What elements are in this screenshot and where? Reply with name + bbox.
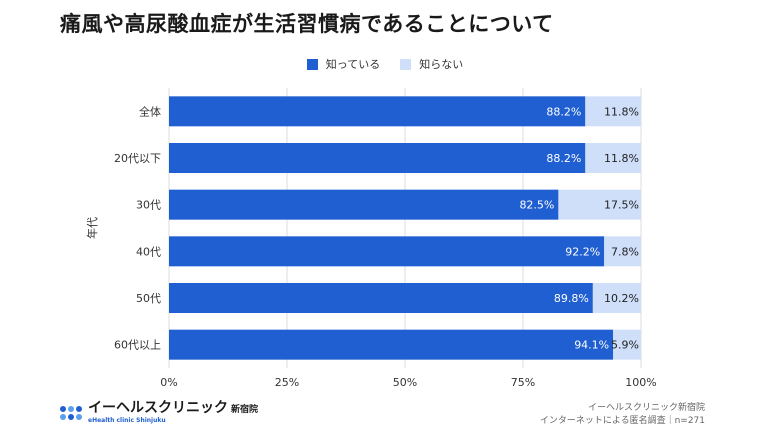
data-label-known: 89.8% [554,292,589,305]
y-tick-label: 50代 [136,292,161,305]
data-label-unknown: 7.8% [611,245,639,258]
legend-swatch-unknown [400,58,412,70]
y-tick-label: 20代以下 [114,152,161,165]
data-label-unknown: 17.5% [604,199,639,212]
data-label-unknown: 11.8% [604,105,639,118]
chart-title: 痛風や高尿酸血症が生活習慣病であることについて [60,12,554,36]
logo-mark-icon [60,406,82,420]
legend-item-known: 知っている [306,56,381,72]
x-tick-label: 0% [160,376,177,389]
data-label-known: 92.2% [565,245,600,258]
legend-swatch-known [306,58,318,70]
y-tick-label: 全体 [139,104,161,118]
x-tick-label: 50% [393,376,417,389]
source-note: イーヘルスクリニック新宿院 インターネットによる匿名調査｜n=271 [540,402,705,428]
bar-unknown [613,329,641,360]
bar-unknown [592,283,641,313]
x-tick-label: 25% [275,376,299,389]
bar-known [169,143,586,173]
bar-known [169,236,605,267]
data-label-known: 88.2% [546,152,581,165]
clinic-logo: イーヘルスクリニック 新宿院 eHealth clinic Shinjuku [60,401,258,425]
bar-chart: 0% 25% 50% 75% 100% 全体 88.2% 11.8% 20代以下 88.2% 11.… [85,88,657,389]
data-label-known: 94.1% [574,339,609,352]
x-tick-label: 75% [511,376,535,389]
data-label-unknown: 5.9% [611,339,639,352]
data-label-unknown: 10.2% [604,292,639,305]
y-tick-label: 40代 [136,245,161,258]
legend-label-unknown: 知らない [419,58,464,71]
bar-unknown [585,96,641,127]
bar-unknown [558,189,641,220]
data-label-known: 82.5% [519,199,554,212]
bar-known [169,329,614,360]
x-tick-label: 100% [625,376,656,389]
source-line-2: インターネットによる匿名調査｜n=271 [539,416,705,426]
logo-name: イーヘルスクリニック 新宿院 [88,400,259,416]
data-label-known: 88.2% [546,105,581,118]
logo-subtitle: eHealth clinic Shinjuku [88,417,166,424]
source-line-1: イーヘルスクリニック新宿院 [587,403,705,413]
data-label-unknown: 11.8% [604,152,639,165]
bar-known [169,96,586,127]
y-tick-label: 60代以上 [114,339,161,352]
bar-unknown [585,143,641,173]
bar-known [169,283,593,313]
chart-legend: 知っている 知らない [0,56,770,72]
bar-unknown [604,236,641,267]
y-axis-title: 年代 [85,217,99,239]
bar-known [169,189,559,220]
y-tick-label: 30代 [136,199,161,212]
legend-item-unknown: 知らない [400,56,463,72]
legend-label-known: 知っている [325,58,381,71]
